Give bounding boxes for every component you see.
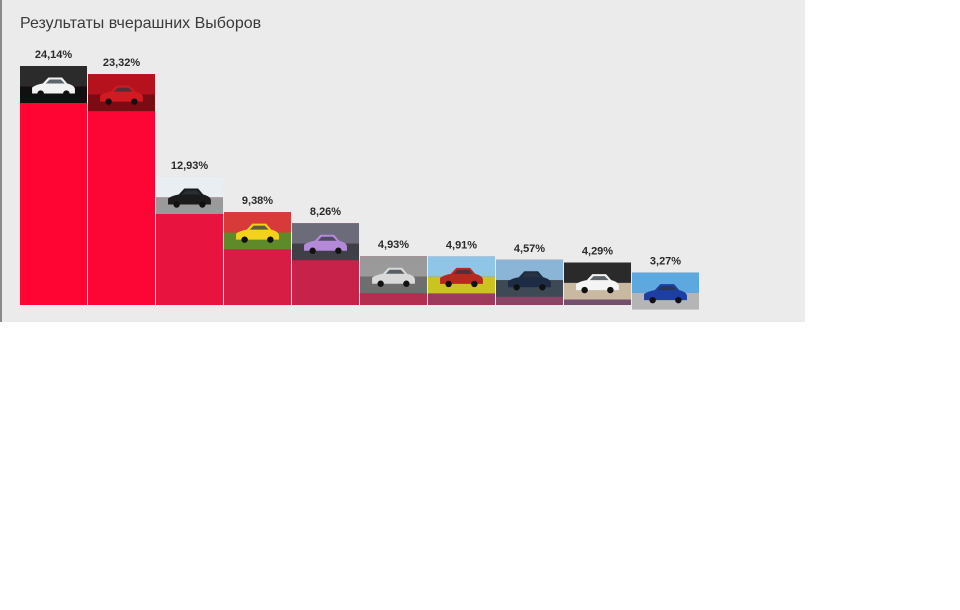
- photo-sky: [224, 212, 291, 233]
- car-window: [657, 286, 677, 291]
- car-wheel: [607, 286, 614, 294]
- car-window: [113, 87, 133, 92]
- bar-group: 24,14%: [20, 49, 87, 305]
- bar-group: 4,29%: [564, 246, 631, 305]
- chart-title: Результаты вчерашних Выборов: [20, 15, 262, 32]
- data-label: 8,26%: [310, 206, 341, 218]
- photo-sky: [88, 74, 155, 95]
- data-label: 12,93%: [171, 160, 209, 172]
- car-window: [385, 269, 405, 274]
- dark-blue-sedan-photo: [496, 259, 563, 297]
- car-window: [249, 225, 269, 230]
- chart-panel: Результаты вчерашних Выборов 24,14% 23,32…: [0, 0, 805, 322]
- car-wheel: [403, 280, 410, 287]
- car-body: [644, 284, 687, 301]
- car-body: [100, 85, 143, 102]
- photo-sky: [156, 176, 223, 198]
- purple-sedan-photo: [292, 223, 359, 261]
- data-label: 24,14%: [35, 49, 73, 61]
- car-wheel: [581, 286, 588, 294]
- car-body: [168, 188, 211, 205]
- bar-group: 23,32%: [88, 57, 155, 306]
- bar-group: 8,26%: [292, 206, 359, 305]
- car-wheel: [649, 296, 656, 304]
- car-window: [589, 276, 609, 281]
- photo-sky: [496, 259, 563, 281]
- data-label: 23,32%: [103, 57, 141, 69]
- photo-sky: [20, 66, 87, 87]
- car-wheel: [335, 247, 342, 254]
- red-car-field-photo: [428, 256, 495, 294]
- car-wheel: [513, 284, 520, 291]
- bar-group: 4,93%: [360, 239, 427, 305]
- car-wheel: [267, 236, 274, 243]
- car-wheel: [199, 201, 206, 208]
- car-wheel: [675, 296, 682, 304]
- bar-group: 4,91%: [428, 239, 495, 305]
- car-wheel: [131, 98, 138, 105]
- car-wheel: [241, 236, 248, 243]
- photo-sky: [428, 256, 495, 277]
- car-body: [440, 267, 483, 284]
- car-body: [236, 223, 279, 240]
- data-label: 4,91%: [446, 239, 477, 251]
- data-label: 3,27%: [650, 256, 681, 268]
- bar: [20, 66, 87, 305]
- silver-suv-photo: [360, 256, 427, 294]
- car-body: [576, 274, 619, 291]
- photo-sky: [632, 272, 699, 293]
- car-wheel: [105, 98, 112, 105]
- bar-group: 3,27%: [632, 256, 699, 310]
- car-body: [508, 271, 551, 288]
- car-window: [521, 273, 541, 278]
- data-label: 4,93%: [378, 239, 409, 251]
- car-body: [32, 77, 75, 94]
- car-wheel: [173, 201, 180, 208]
- car-wheel: [445, 280, 452, 288]
- data-label: 4,57%: [514, 243, 545, 255]
- black-suv-photo: [156, 176, 223, 214]
- car-body: [372, 267, 415, 284]
- car-window: [181, 190, 201, 195]
- car-wheel: [63, 90, 70, 97]
- white-sports-car-photo: [20, 66, 87, 103]
- bar-chart: 24,14% 23,32% 12,93% 9,38% 8,26% 4,93% 4,91% 4,…: [20, 49, 699, 310]
- bar-group: 12,93%: [156, 160, 223, 305]
- bar-group: 4,57%: [496, 243, 563, 305]
- red-car-rear-photo: [88, 74, 155, 112]
- photo-sky: [564, 262, 631, 283]
- yellow-race-car-photo: [224, 212, 291, 250]
- photo-sky: [292, 223, 359, 244]
- car-window: [453, 269, 473, 274]
- car-wheel: [377, 280, 384, 287]
- bar-group: 9,38%: [224, 195, 291, 305]
- car-wheel: [37, 90, 44, 97]
- car-wheel: [539, 284, 546, 291]
- car-body: [304, 234, 347, 251]
- car-wheel: [471, 280, 478, 288]
- car-wheel: [309, 247, 316, 254]
- photo-sky: [360, 256, 427, 277]
- bar: [88, 74, 155, 306]
- blue-hatchback-cartoon-photo: [632, 272, 699, 310]
- car-window: [45, 79, 65, 84]
- data-label: 4,29%: [582, 246, 613, 258]
- white-car-rocks-photo: [564, 262, 631, 300]
- data-label: 9,38%: [242, 195, 273, 207]
- car-window: [317, 236, 337, 241]
